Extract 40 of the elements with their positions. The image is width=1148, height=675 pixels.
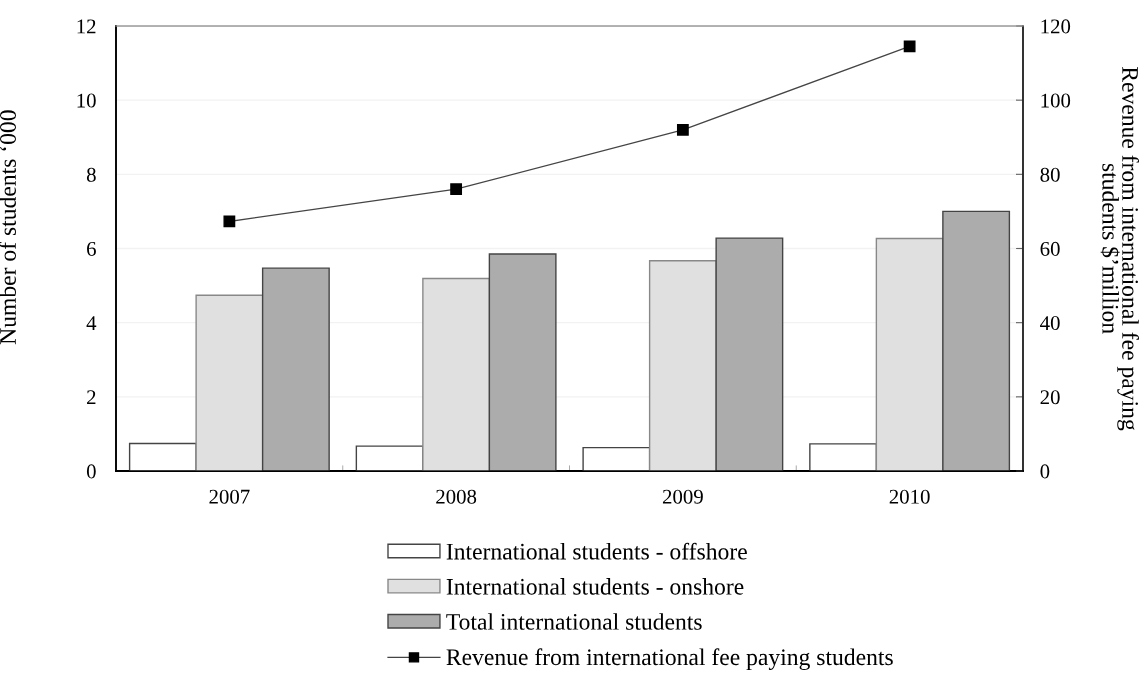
- point: [450, 183, 463, 196]
- y-tick-label: 2: [87, 390, 96, 405]
- bar: [261, 267, 330, 471]
- bar: [809, 443, 878, 471]
- y2-tick-label: 60: [1040, 241, 1060, 256]
- y2-tick-label: 80: [1040, 167, 1060, 182]
- bar: [355, 445, 424, 471]
- y-tick-label: 0: [86, 464, 96, 479]
- x-tick-label: 2010: [889, 489, 930, 504]
- bar: [488, 253, 557, 471]
- bar: [195, 294, 264, 471]
- y-tick-label: 8: [86, 167, 96, 182]
- legend-label: Revenue from international fee paying students: [446, 648, 893, 671]
- y-axis-title: Number of students ‘000: [0, 110, 16, 345]
- y2-tick-label: 100: [1041, 93, 1071, 108]
- y2-axis-title: Revenue from international fee paying students $’million: [1100, 66, 1139, 431]
- y-tick-label: 10: [77, 93, 96, 108]
- y-tick-label: 12: [77, 19, 96, 34]
- point: [676, 123, 689, 136]
- y2-tick-label: 20: [1040, 390, 1060, 405]
- x-tick-label: 2009: [662, 489, 703, 504]
- y2-tick-label: 120: [1041, 19, 1071, 34]
- y2-tick-label: 40: [1040, 316, 1060, 331]
- y-tick-label: 4: [86, 316, 97, 330]
- bar: [715, 237, 784, 471]
- point: [903, 40, 916, 53]
- legend-label: International students - offshore: [446, 542, 747, 560]
- bar: [875, 237, 944, 471]
- bar: [582, 446, 651, 471]
- bar: [422, 277, 491, 471]
- y2-tick-label: 0: [1040, 464, 1050, 479]
- legend-label: Total international students: [446, 613, 702, 630]
- y-tick-label: 6: [87, 241, 96, 256]
- bar: [128, 442, 197, 471]
- x-tick-label: 2007: [209, 489, 250, 504]
- x-tick-label: 2008: [436, 489, 477, 504]
- bar: [942, 210, 1011, 471]
- bar: [648, 260, 717, 471]
- legend-label: International students - onshore: [446, 578, 744, 595]
- point: [223, 215, 236, 228]
